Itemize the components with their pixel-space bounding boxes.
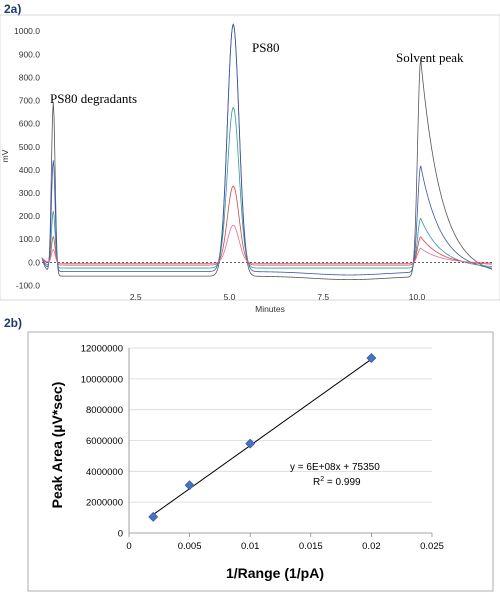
calibration-x-tick-label: 0.005 (178, 541, 202, 552)
data-point-marker (366, 353, 377, 363)
calibration-x-tick-label: 0.025 (420, 541, 444, 552)
chromatogram-y-tick-label: 900.0 (19, 49, 41, 59)
calibration-y-tick-label: 4000000 (86, 467, 123, 478)
calibration-y-tick-label: 12000000 (81, 344, 123, 355)
calibration-y-tick-label: 2000000 (86, 498, 123, 509)
calibration-x-tick-label: 0.01 (241, 541, 260, 552)
data-point-marker (184, 480, 195, 491)
chromatogram-x-title: Minutes (255, 304, 285, 314)
chromatogram-y-tick-label: 0.0 (28, 257, 40, 267)
chromatogram-y-ticks: -100.0 0.0 100.0 200.0 300.0 400.0 500.0 600.0 7… (14, 26, 40, 290)
trendline-equation: y = 6E+08x + 75350 (290, 462, 380, 473)
annotation-ps80: PS80 (252, 40, 279, 55)
chromatogram-y-tick-label: 100.0 (19, 234, 41, 244)
calibration-x-tick-label: 0.015 (299, 541, 323, 552)
r-squared-label: R2 = 0.999 (313, 476, 361, 488)
chromatogram-trace-3 (41, 106, 493, 269)
chromatogram-y-tick-label: 500.0 (19, 142, 41, 152)
chromatogram-frame (0, 14, 500, 301)
calibration-y-title: Peak Area (µV*sec) (49, 382, 65, 509)
calibration-chart: 0 2000000 4000000 6000000 8000000 10000000 120… (27, 331, 494, 592)
chromatogram-traces (41, 23, 493, 280)
chromatogram-x-tick-label: 7.5 (317, 292, 329, 302)
annotation-solvent-peak: Solvent peak (396, 50, 464, 65)
chromatogram-chart: -100.0 0.0 100.0 200.0 300.0 400.0 500.0 600.0 7… (0, 14, 500, 314)
chromatogram-y-tick-label: 1000.0 (14, 26, 40, 36)
chromatogram-y-tick-label: -100.0 (16, 280, 40, 290)
data-point-marker (148, 511, 159, 522)
chromatogram-y-tick-label: 300.0 (19, 188, 41, 198)
data-point-marker (245, 438, 256, 449)
chromatogram-y-tick-label: 200.0 (19, 211, 41, 221)
panel-b-label: 2b) (4, 316, 22, 330)
calibration-frame (27, 331, 494, 592)
calibration-points (148, 353, 377, 522)
calibration-gridlines (129, 347, 432, 503)
annotation-ps80-degradants: PS80 degradants (50, 91, 137, 106)
chromatogram-x-tick-label: 5.0 (224, 292, 236, 302)
chromatogram-y-title: mV (0, 149, 10, 162)
chromatogram-y-tick-label: 800.0 (19, 72, 41, 82)
chromatogram-x-ticks: 2.5 5.0 7.5 10.0 (130, 292, 426, 302)
calibration-x-ticks: 0 0.005 0.01 0.015 0.02 0.025 (126, 533, 444, 552)
calibration-x-tick-label: 0 (126, 541, 131, 552)
r-squared-value: = 0.999 (324, 477, 361, 488)
panel-a-label: 2a) (4, 2, 21, 16)
chromatogram-trace-4 (41, 185, 493, 266)
calibration-y-tick-label: 0 (118, 529, 123, 540)
r-squared-r: R (313, 477, 320, 488)
chromatogram-y-tick-label: 600.0 (19, 119, 41, 129)
calibration-y-tick-label: 8000000 (86, 405, 123, 416)
calibration-y-ticks: 0 2000000 4000000 6000000 8000000 10000000 120… (81, 344, 123, 540)
chromatogram-trace-2 (41, 23, 493, 276)
chromatogram-x-tick-label: 10.0 (409, 292, 426, 302)
chromatogram-y-tick-label: 700.0 (19, 96, 41, 106)
calibration-y-tick-label: 10000000 (81, 374, 123, 385)
r-squared-sup: 2 (320, 476, 324, 483)
chromatogram-trace-5 (41, 224, 493, 264)
chromatogram-trace-1 (41, 23, 493, 280)
calibration-x-tick-label: 0.02 (362, 541, 381, 552)
calibration-x-title: 1/Range (1/pA) (226, 565, 324, 581)
chromatogram-y-tick-label: 400.0 (19, 165, 41, 175)
chromatogram-x-tick-label: 2.5 (130, 292, 142, 302)
calibration-y-tick-label: 6000000 (86, 436, 123, 447)
